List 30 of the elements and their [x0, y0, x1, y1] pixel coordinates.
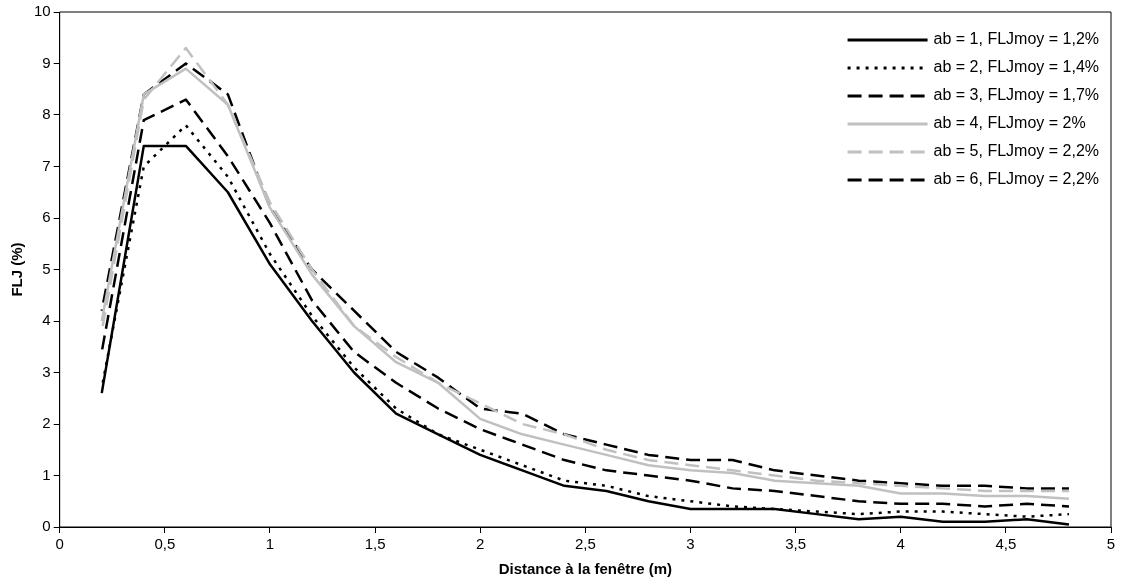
legend-label: ab = 4, FLJmoy = 2%: [933, 114, 1086, 132]
y-tick-label: 8: [42, 105, 51, 123]
legend-label: ab = 2, FLJmoy = 1,4%: [933, 58, 1099, 76]
x-axis-title: Distance à la fenêtre (m): [498, 560, 673, 578]
y-axis-title: FLJ (%): [8, 242, 26, 297]
x-tick-label: 3,5: [785, 535, 807, 553]
x-tick-label: 1,5: [364, 535, 386, 553]
x-tick-label: 0: [55, 535, 64, 553]
y-tick-label: 3: [42, 362, 51, 380]
x-tick-label: 3: [686, 535, 695, 553]
y-tick-label: 10: [34, 2, 51, 20]
x-tick-label: 5: [1106, 535, 1116, 553]
y-tick-label: 2: [42, 414, 51, 432]
legend-label: ab = 3, FLJmoy = 1,7%: [933, 86, 1099, 104]
y-tick-label: 9: [42, 53, 51, 71]
x-tick-label: 4: [896, 535, 905, 553]
y-tick-label: 0: [42, 517, 51, 535]
y-tick-label: 7: [42, 156, 51, 174]
y-tick-label: 6: [42, 208, 51, 226]
y-tick-label: 4: [42, 311, 51, 329]
legend-label: ab = 6, FLJmoy = 2,2%: [933, 170, 1099, 188]
x-tick-label: 1: [265, 535, 275, 553]
x-tick-label: 0,5: [154, 535, 176, 553]
legend-label: ab = 5, FLJmoy = 2,2%: [933, 142, 1099, 160]
y-tick-label: 5: [42, 259, 51, 277]
x-tick-label: 2,5: [574, 535, 596, 553]
y-tick-label: 1: [42, 465, 51, 483]
x-tick-label: 2: [476, 535, 485, 553]
x-tick-label: 4,5: [995, 535, 1017, 553]
legend-label: ab = 1, FLJmoy = 1,2%: [933, 30, 1099, 48]
